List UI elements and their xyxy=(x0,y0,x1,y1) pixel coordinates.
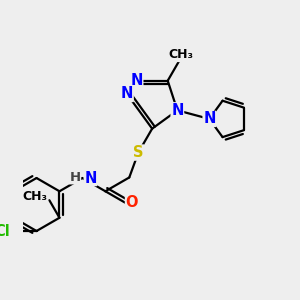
Text: S: S xyxy=(133,145,144,160)
Text: CH₃: CH₃ xyxy=(22,190,47,203)
Text: O: O xyxy=(125,195,138,210)
Text: N: N xyxy=(203,111,215,126)
Text: N: N xyxy=(171,103,184,118)
Text: CH₃: CH₃ xyxy=(168,49,193,62)
Text: N: N xyxy=(121,86,133,101)
Text: N: N xyxy=(84,170,97,185)
Text: N: N xyxy=(130,73,143,88)
Text: Cl: Cl xyxy=(0,224,10,238)
Text: H: H xyxy=(70,171,81,184)
